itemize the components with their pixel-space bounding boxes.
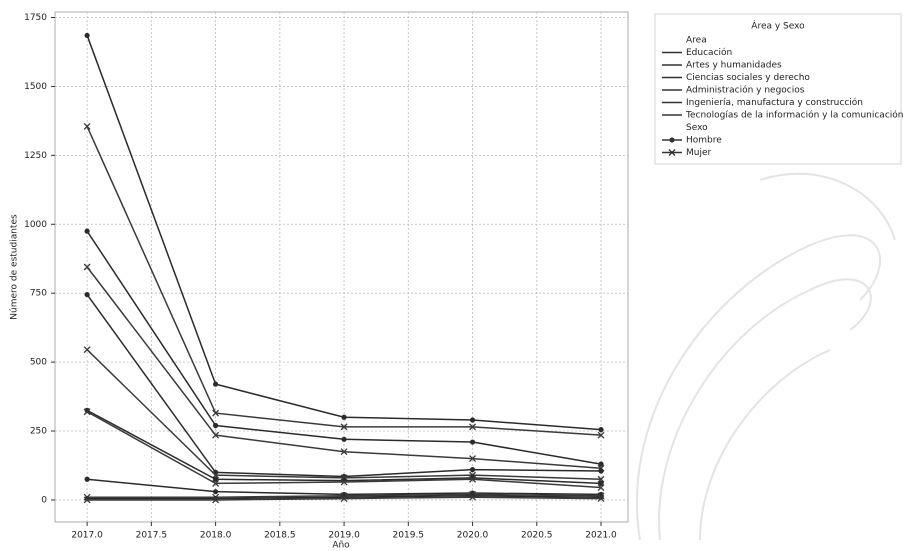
y-tick-label: 750 (30, 289, 47, 299)
legend-label: Hombre (686, 136, 722, 146)
data-point (341, 436, 347, 442)
legend-section-title: Sexo (686, 123, 708, 133)
data-point (212, 476, 219, 482)
x-tick-label: 2019.0 (328, 531, 360, 541)
data-point (469, 475, 477, 483)
data-point (84, 291, 90, 298)
legend-marker (669, 137, 675, 143)
data-point (597, 484, 605, 492)
legend-title: Área y Sexo (751, 20, 805, 32)
data-point (597, 475, 605, 483)
data-point (84, 32, 90, 39)
legend-label: Artes y humanidades (686, 61, 782, 71)
data-point (469, 467, 476, 473)
data-point (469, 455, 477, 463)
data-point (83, 408, 91, 416)
data-point (83, 496, 91, 504)
x-tick-label: 2019.5 (393, 531, 425, 541)
legend-box (654, 13, 902, 165)
y-tick-label: 500 (30, 358, 47, 368)
y-tick-label: 250 (30, 427, 47, 437)
data-point (597, 431, 605, 439)
legend-marker (668, 149, 676, 156)
y-tick-label: 1250 (24, 151, 47, 161)
x-tick-label: 2021.0 (585, 531, 617, 541)
data-point (212, 479, 220, 487)
x-tick-label: 2017.5 (136, 531, 168, 541)
x-tick-label: 2017.0 (71, 531, 103, 541)
legend-label: Administración y negocios (686, 85, 805, 96)
y-tick-label: 0 (41, 495, 47, 505)
legend-label: Ingeniería, manufactura y construcción (686, 97, 863, 108)
x-tick-label: 2018.5 (264, 531, 296, 541)
data-point (212, 422, 219, 429)
x-tick-label: 2020.0 (457, 531, 489, 541)
x-tick-label: 2020.5 (521, 531, 553, 541)
data-point (212, 489, 219, 495)
data-point (469, 493, 477, 501)
data-point (469, 417, 476, 423)
data-point (83, 346, 91, 354)
data-point (84, 228, 90, 234)
y-axis-label: Número de estudiantes (10, 214, 20, 320)
watermark (635, 172, 896, 541)
data-point (84, 476, 90, 482)
x-axis-label: Año (332, 541, 350, 551)
x-tick-label: 2018.0 (200, 531, 232, 541)
data-point (469, 439, 476, 445)
data-point (212, 409, 220, 417)
data-point (83, 122, 91, 130)
data-point (469, 423, 477, 431)
data-point (212, 381, 219, 387)
data-point (341, 414, 347, 420)
data-point (340, 478, 348, 486)
legend-label: Ciencias sociales y derecho (686, 73, 810, 83)
data-point (598, 468, 604, 474)
y-tick-label: 1750 (24, 13, 47, 23)
data-point (340, 495, 348, 503)
plot-frame (54, 11, 629, 523)
data-point (597, 495, 605, 503)
data-point (83, 263, 91, 271)
data-point (212, 496, 220, 504)
y-tick-label: 1000 (24, 220, 47, 230)
data-point (340, 423, 348, 431)
data-point (598, 461, 604, 467)
data-point (340, 448, 348, 456)
legend-section-title: Area (686, 36, 707, 46)
legend-label: Educación (686, 47, 732, 58)
y-tick-label: 1500 (24, 82, 47, 92)
data-point (212, 471, 220, 479)
data-point (598, 480, 604, 487)
data-point (212, 431, 220, 439)
legend-label: Tecnologías de la información y la comun… (685, 110, 903, 121)
legend-label: Mujer (686, 148, 712, 158)
data-point (598, 427, 604, 433)
